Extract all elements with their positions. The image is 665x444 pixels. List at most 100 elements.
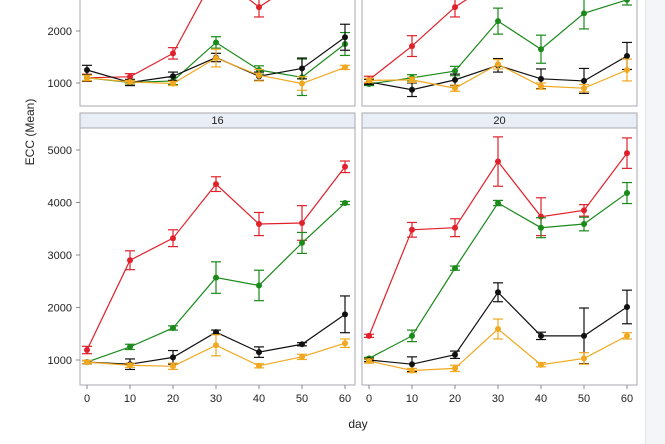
plot-marks xyxy=(82,160,350,371)
data-point-orange xyxy=(409,76,415,83)
data-point-black xyxy=(538,75,544,82)
data-point-green xyxy=(452,265,458,272)
window-edge xyxy=(645,0,665,444)
y-tick-label: 1000 xyxy=(48,355,72,367)
data-point-black xyxy=(409,361,415,368)
data-point-orange xyxy=(366,358,372,365)
y-tick-label: 4000 xyxy=(48,198,72,210)
data-point-orange xyxy=(624,332,630,339)
panel-1: 1000 2000 xyxy=(48,0,356,107)
plot-area xyxy=(361,0,638,107)
x-tick-label: 20 xyxy=(449,393,461,405)
data-point-green xyxy=(213,274,219,281)
data-point-black xyxy=(581,332,587,339)
x-tick-label: 0 xyxy=(84,393,90,405)
data-point-orange xyxy=(342,64,348,71)
x-tick-label: 30 xyxy=(210,393,222,405)
data-point-black xyxy=(495,289,501,296)
data-point-orange xyxy=(84,74,90,81)
data-point-black xyxy=(256,349,262,356)
data-point-orange xyxy=(342,340,348,347)
data-point-black xyxy=(624,52,630,59)
y-tick-label: 3000 xyxy=(48,250,72,262)
y-tick-label: 1000 xyxy=(48,78,72,90)
data-point-black xyxy=(299,341,305,348)
panel-chart: ECC (Mean) day 1000200016100020003000400… xyxy=(23,0,638,431)
data-point-red xyxy=(299,219,305,226)
data-point-black xyxy=(624,303,630,310)
data-point-red xyxy=(624,150,630,157)
data-point-green xyxy=(452,68,458,75)
data-point-black xyxy=(452,76,458,83)
data-point-orange xyxy=(495,61,501,68)
data-point-green xyxy=(213,39,219,46)
data-point-orange xyxy=(127,362,133,369)
data-point-black xyxy=(342,34,348,41)
y-tick-label: 2000 xyxy=(48,26,72,38)
panel-header-label: 16 xyxy=(211,115,223,127)
y-tick-label: 5000 xyxy=(48,145,72,157)
data-point-orange xyxy=(409,367,415,374)
data-point-red xyxy=(127,73,133,80)
data-point-red xyxy=(342,163,348,170)
data-point-red xyxy=(170,235,176,242)
data-point-black xyxy=(170,354,176,361)
data-point-orange xyxy=(213,55,219,62)
data-point-black xyxy=(84,67,90,73)
data-point-green xyxy=(299,239,305,246)
data-point-black xyxy=(213,329,219,336)
data-point-orange xyxy=(299,353,305,360)
data-point-orange xyxy=(538,361,544,368)
data-point-green xyxy=(538,46,544,53)
data-point-orange xyxy=(624,67,630,73)
data-point-green xyxy=(624,0,630,3)
data-point-green xyxy=(409,332,415,339)
data-point-black xyxy=(538,332,544,339)
data-point-green xyxy=(538,224,544,231)
data-point-red xyxy=(366,332,372,339)
data-point-black xyxy=(452,351,458,358)
x-tick-label: 20 xyxy=(167,393,179,405)
data-point-orange xyxy=(581,355,587,362)
data-point-green xyxy=(256,282,262,289)
data-point-orange xyxy=(170,363,176,370)
data-point-red xyxy=(256,4,262,11)
data-point-orange xyxy=(452,85,458,92)
data-point-orange xyxy=(299,80,305,87)
data-point-orange xyxy=(84,359,90,366)
data-point-orange xyxy=(127,78,133,85)
data-point-orange xyxy=(366,77,372,84)
panel-header-label: 20 xyxy=(493,115,505,127)
data-point-black xyxy=(299,65,305,72)
y-tick-label: 2000 xyxy=(48,303,72,315)
x-tick-label: 50 xyxy=(296,393,308,405)
x-tick-label: 60 xyxy=(621,393,633,405)
x-tick-label: 30 xyxy=(492,393,504,405)
data-point-orange xyxy=(213,342,219,349)
data-point-green xyxy=(581,10,587,17)
panel-2 xyxy=(361,0,638,107)
data-point-green xyxy=(495,18,501,25)
data-point-orange xyxy=(452,365,458,372)
data-point-orange xyxy=(256,362,262,369)
data-point-green xyxy=(581,221,587,228)
panel-3: 16 1000 2000 3000 4000 5000 0 10 20 30 40 50 60 xyxy=(48,112,356,405)
data-point-orange xyxy=(256,72,262,79)
plot-area xyxy=(361,127,638,386)
data-point-orange xyxy=(581,85,587,92)
data-point-orange xyxy=(538,83,544,90)
data-point-red xyxy=(213,181,219,188)
data-point-red xyxy=(127,257,133,264)
x-tick-label: 0 xyxy=(366,393,372,405)
x-tick-label: 40 xyxy=(253,393,265,405)
data-point-black xyxy=(581,77,587,84)
data-point-red xyxy=(581,207,587,214)
data-point-red xyxy=(256,221,262,228)
data-point-black xyxy=(342,311,348,318)
plot-marks xyxy=(364,136,632,374)
plot-marks xyxy=(82,0,350,97)
x-axis-label: day xyxy=(348,417,367,431)
x-tick-label: 40 xyxy=(535,393,547,405)
panel-4: 20 0 10 20 30 40 50 60 xyxy=(361,112,638,405)
x-tick-label: 10 xyxy=(406,393,418,405)
